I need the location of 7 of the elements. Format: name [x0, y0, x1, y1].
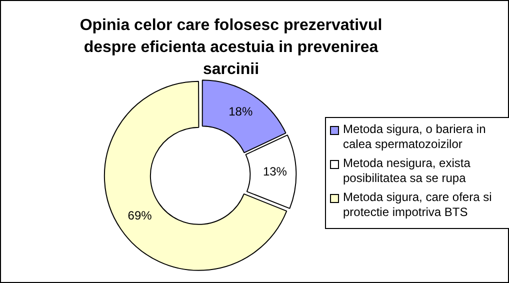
- chart-title: Opinia celor care folosesc prezervativul despre eficienta acestuia in prevenirea sarcinii: [78, 16, 384, 80]
- legend-label: Metoda sigura, care ofera si protectie impotriva BTS: [343, 190, 493, 220]
- legend-label: Metoda nesigura, exista posibilitatea sa se rupa: [343, 156, 472, 186]
- legend-label: Metoda sigura, o bariera in calea spermatozoizilor: [343, 122, 487, 152]
- data-label: 18%: [228, 104, 253, 118]
- data-label: 13%: [262, 164, 288, 178]
- data-label: 69%: [128, 208, 152, 222]
